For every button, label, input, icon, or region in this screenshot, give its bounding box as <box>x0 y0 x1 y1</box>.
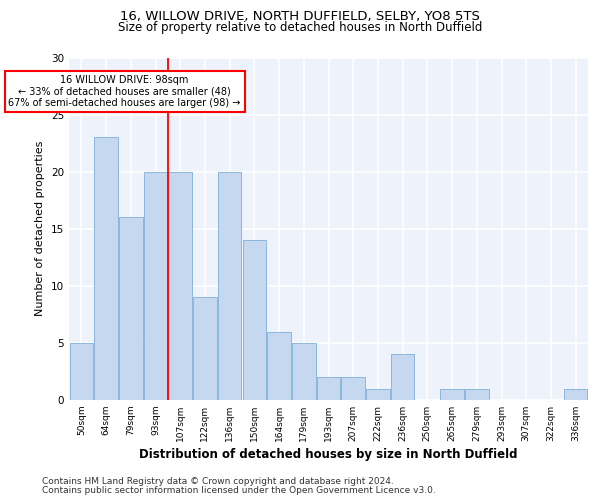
Bar <box>119 218 143 400</box>
Bar <box>144 172 167 400</box>
Bar <box>440 388 464 400</box>
Bar <box>169 172 192 400</box>
Bar <box>366 388 389 400</box>
Text: Size of property relative to detached houses in North Duffield: Size of property relative to detached ho… <box>118 21 482 34</box>
Bar <box>292 343 316 400</box>
Bar <box>70 343 93 400</box>
Bar <box>317 377 340 400</box>
Y-axis label: Number of detached properties: Number of detached properties <box>35 141 46 316</box>
Bar <box>268 332 291 400</box>
Bar <box>391 354 415 400</box>
Bar <box>242 240 266 400</box>
Bar <box>465 388 488 400</box>
Bar <box>193 297 217 400</box>
Bar <box>94 138 118 400</box>
Bar <box>341 377 365 400</box>
Text: 16 WILLOW DRIVE: 98sqm
← 33% of detached houses are smaller (48)
67% of semi-det: 16 WILLOW DRIVE: 98sqm ← 33% of detached… <box>8 74 241 108</box>
Text: 16, WILLOW DRIVE, NORTH DUFFIELD, SELBY, YO8 5TS: 16, WILLOW DRIVE, NORTH DUFFIELD, SELBY,… <box>120 10 480 23</box>
X-axis label: Distribution of detached houses by size in North Duffield: Distribution of detached houses by size … <box>139 448 518 461</box>
Text: Contains HM Land Registry data © Crown copyright and database right 2024.: Contains HM Land Registry data © Crown c… <box>42 477 394 486</box>
Bar <box>218 172 241 400</box>
Bar <box>564 388 587 400</box>
Text: Contains public sector information licensed under the Open Government Licence v3: Contains public sector information licen… <box>42 486 436 495</box>
